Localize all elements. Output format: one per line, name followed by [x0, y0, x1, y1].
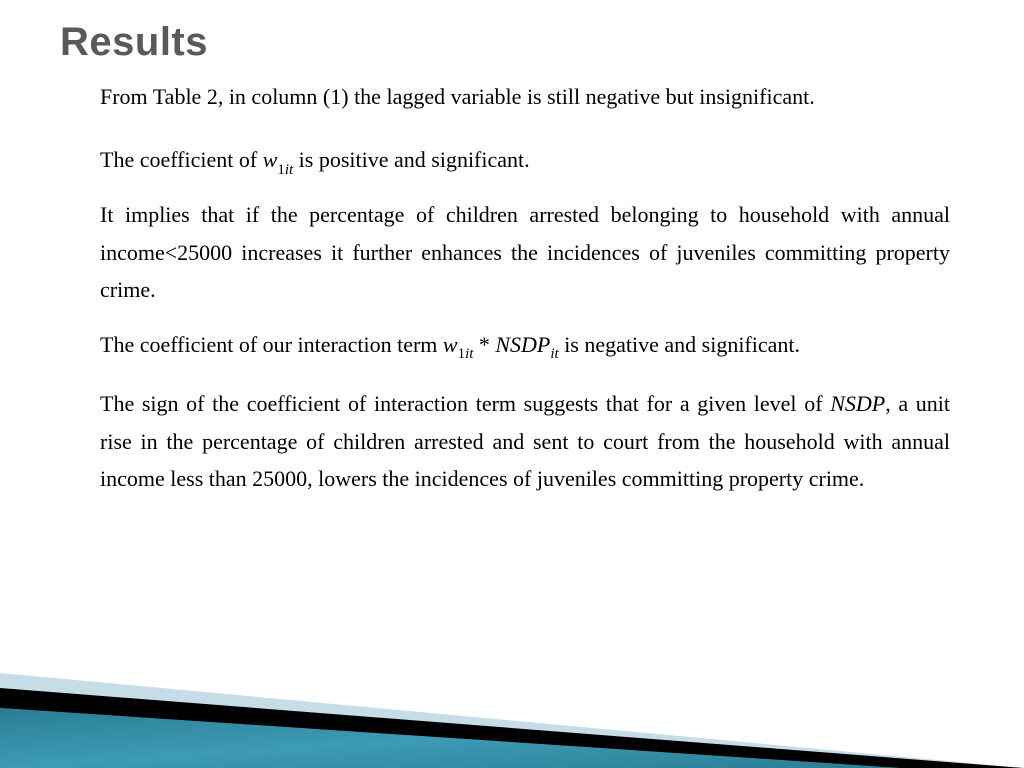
math-var-w: w	[263, 147, 278, 172]
math-nsdp: NSDP	[495, 332, 550, 357]
sub-1: 1	[277, 162, 284, 178]
p2-text-a: The coefficient of	[100, 147, 263, 172]
p5-text-a: The sign of the coefficient of interacti…	[100, 391, 830, 416]
slide: Results From Table 2, in column (1) the …	[0, 0, 1024, 768]
math-nsdp-sub: it	[550, 346, 558, 362]
math-sub-1: 1it	[277, 162, 293, 178]
slide-body: From Table 2, in column (1) the lagged v…	[100, 78, 950, 515]
paragraph-2: The coefficient of w1it is positive and …	[100, 141, 950, 182]
p4-text-a: The coefficient of our interaction term	[100, 332, 443, 357]
sub-1b: 1	[458, 346, 465, 362]
decor-triangles	[0, 618, 1024, 768]
sub-it: it	[285, 162, 293, 178]
paragraph-4: The coefficient of our interaction term …	[100, 326, 950, 367]
math-sub-2: 1it	[458, 346, 474, 362]
p5-nsdp: NSDP	[830, 391, 885, 416]
slide-title: Results	[60, 20, 208, 65]
paragraph-5: The sign of the coefficient of interacti…	[100, 385, 950, 497]
math-var-w2: w	[443, 332, 458, 357]
paragraph-1: From Table 2, in column (1) the lagged v…	[100, 78, 950, 115]
paragraph-3: It implies that if the percentage of chi…	[100, 196, 950, 308]
p4-text-b: is negative and significant.	[564, 332, 800, 357]
p2-text-b: is positive and significant.	[299, 147, 530, 172]
math-star: *	[473, 332, 495, 357]
sub-itb: it	[465, 346, 473, 362]
